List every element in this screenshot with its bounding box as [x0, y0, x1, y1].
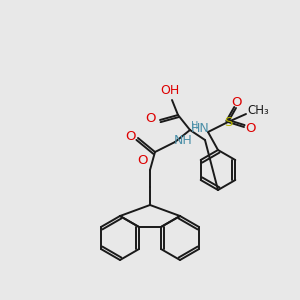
Text: O: O [246, 122, 256, 136]
Text: H: H [191, 121, 199, 131]
Text: NH: NH [174, 134, 192, 146]
Text: S: S [224, 116, 232, 128]
Text: O: O [232, 97, 242, 110]
Text: CH₃: CH₃ [247, 104, 269, 118]
Text: HN: HN [190, 122, 209, 136]
Text: O: O [138, 154, 148, 167]
Text: OH: OH [160, 85, 180, 98]
Text: O: O [146, 112, 156, 124]
Text: O: O [125, 130, 135, 142]
